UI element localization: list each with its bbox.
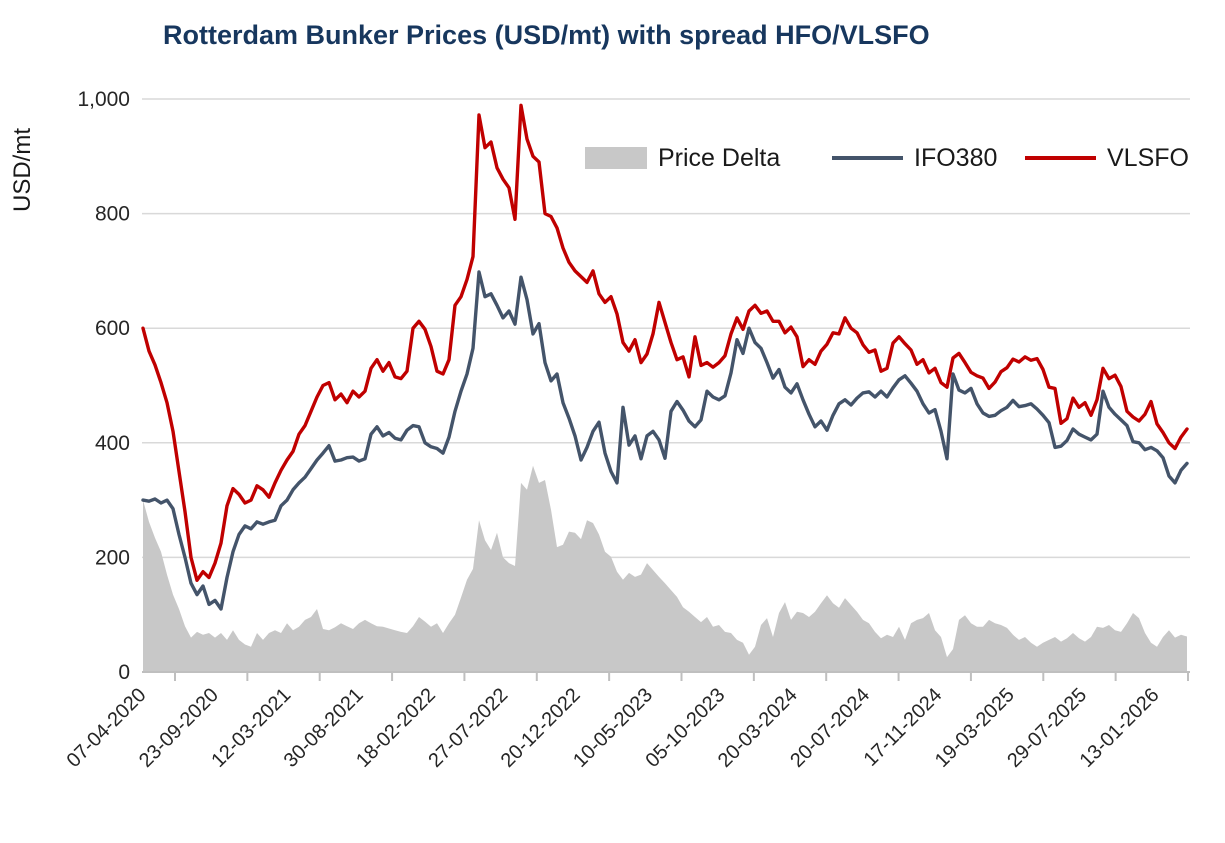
legend-label-ifo380: IFO380 — [914, 143, 998, 172]
vlsfo-line — [141, 103, 1189, 582]
y-tick-label: 1,000 — [77, 88, 130, 111]
chart-title: Rotterdam Bunker Prices (USD/mt) with sp… — [163, 20, 930, 50]
ifo380-line-swatch — [832, 156, 903, 160]
price-delta-swatch — [585, 147, 647, 169]
legend-item-vlsfo: VLSFO — [1025, 143, 1189, 173]
legend-item-price-delta: Price Delta — [585, 143, 780, 173]
y-tick-label: 800 — [95, 203, 130, 226]
ifo380-line — [141, 270, 1189, 611]
x-tick-label: 20-07-2024 — [786, 684, 874, 772]
y-tick-label: 400 — [95, 432, 130, 455]
price-delta-area — [143, 465, 1187, 672]
y-tick-label: 600 — [95, 317, 130, 340]
legend-item-ifo380: IFO380 — [832, 143, 997, 173]
legend-label-price-delta: Price Delta — [658, 143, 781, 172]
y-axis-title: USD/mt — [9, 128, 36, 212]
y-tick-label: 200 — [95, 546, 130, 569]
vlsfo-line-swatch — [1025, 156, 1096, 160]
legend-label-vlsfo: VLSFO — [1107, 143, 1189, 172]
y-tick-label: 0 — [118, 661, 130, 684]
